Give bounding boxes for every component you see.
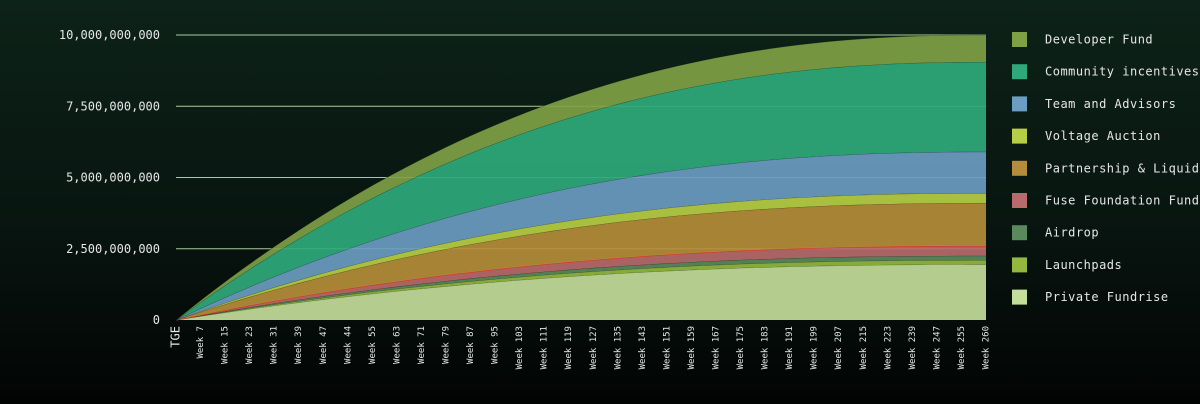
x-tick-label: Week 95 [491, 326, 501, 364]
legend-label-developer-fund: Developer Fund [1045, 33, 1153, 47]
x-tick-label: Week 223 [883, 326, 893, 369]
legend-swatch-voltage-auction [1012, 128, 1027, 144]
area-private-fundrise [176, 264, 986, 320]
legend-swatch-fuse-foundation-fund [1012, 193, 1027, 208]
legend-swatch-private-fundrise [1012, 289, 1027, 305]
area-team-and-advisors [176, 151, 986, 320]
x-tick-label: Week 111 [540, 326, 550, 369]
x-tick-label: TGE [169, 326, 183, 348]
x-tick-label: Week 167 [712, 326, 722, 369]
x-tick-label: Week 7 [196, 326, 206, 359]
y-tick-label: 7,500,000,000 [66, 99, 160, 113]
legend-label-airdrop: Airdrop [1045, 226, 1099, 240]
x-tick-label: Week 143 [638, 326, 648, 369]
area-edge-developer-fund [175, 34, 987, 321]
x-tick-label: Week 31 [270, 326, 280, 364]
x-tick-label: Week 71 [417, 326, 427, 364]
x-tick-label: Week 151 [662, 326, 672, 369]
legend-label-launchpads: Launchpads [1045, 258, 1122, 272]
x-tick-label: Week 207 [834, 326, 844, 369]
y-tick-label: 2,500,000,000 [66, 242, 160, 256]
legend-swatch-airdrop [1012, 225, 1027, 241]
x-tick-label: Week 159 [687, 326, 697, 369]
legend-label-private-fundrise: Private Fundrise [1045, 290, 1169, 304]
x-tick-label: Week 135 [613, 326, 623, 369]
x-axis: TGE Week 7 Week 15 Week 23 Week 31 Week 39 Wee… [169, 326, 992, 369]
x-tick-label: Week 103 [515, 326, 525, 369]
x-tick-label: Week 39 [294, 326, 304, 364]
x-tick-label: Week 260 [982, 326, 992, 369]
y-tick-label: 0 [153, 313, 160, 327]
x-tick-label: Week 255 [957, 326, 967, 369]
legend-label-partnership-and-liquidity: Partnership & Liquidity [1045, 161, 1200, 175]
y-tick-label: 10,000,000,000 [59, 28, 160, 42]
x-tick-label: Week 183 [761, 326, 771, 369]
x-tick-label: Week 119 [564, 326, 574, 369]
stacked-areas [175, 34, 987, 321]
legend-label-community-incentives: Community incentives [1045, 65, 1200, 79]
x-tick-label: Week 63 [392, 326, 402, 364]
x-tick-label: Week 55 [368, 326, 378, 364]
legend-label-team-and-advisors: Team and Advisors [1045, 97, 1176, 111]
x-tick-label: Week 127 [589, 326, 599, 369]
legend-label-fuse-foundation-fund: Fuse Foundation Fund [1045, 194, 1200, 208]
x-tick-label: Week 47 [319, 326, 329, 364]
legend-swatch-developer-fund [1012, 32, 1027, 47]
x-tick-label: Week 87 [466, 326, 476, 364]
area-community-incentives [176, 62, 986, 320]
x-tick-label: Week 215 [859, 326, 869, 369]
x-tick-label: Week 191 [785, 326, 795, 369]
legend-label-voltage-auction: Voltage Auction [1045, 129, 1161, 143]
x-tick-label: Week 44 [343, 326, 353, 364]
area-partnership-and-liquidity [176, 203, 986, 320]
x-tick-label: Week 79 [442, 326, 452, 364]
x-tick-label: Week 175 [736, 326, 746, 369]
x-tick-label: Week 239 [908, 326, 918, 369]
y-axis: 0 2,500,000,000 5,000,000,000 7,500,000,000… [59, 28, 160, 327]
y-tick-label: 5,000,000,000 [66, 171, 160, 185]
x-tick-label: Week 23 [245, 326, 255, 364]
legend: Developer Fund Community incentives Team a… [1012, 32, 1200, 305]
legend-swatch-team-and-advisors [1012, 96, 1027, 112]
x-tick-label: Week 199 [810, 326, 820, 369]
legend-swatch-community-incentives [1012, 64, 1027, 80]
legend-swatch-partnership-and-liquidity [1012, 160, 1027, 176]
x-tick-label: Week 247 [932, 326, 942, 369]
x-tick-label: Week 15 [221, 326, 231, 364]
legend-swatch-launchpads [1012, 257, 1027, 273]
area-fuse-foundation-fund [176, 245, 986, 320]
